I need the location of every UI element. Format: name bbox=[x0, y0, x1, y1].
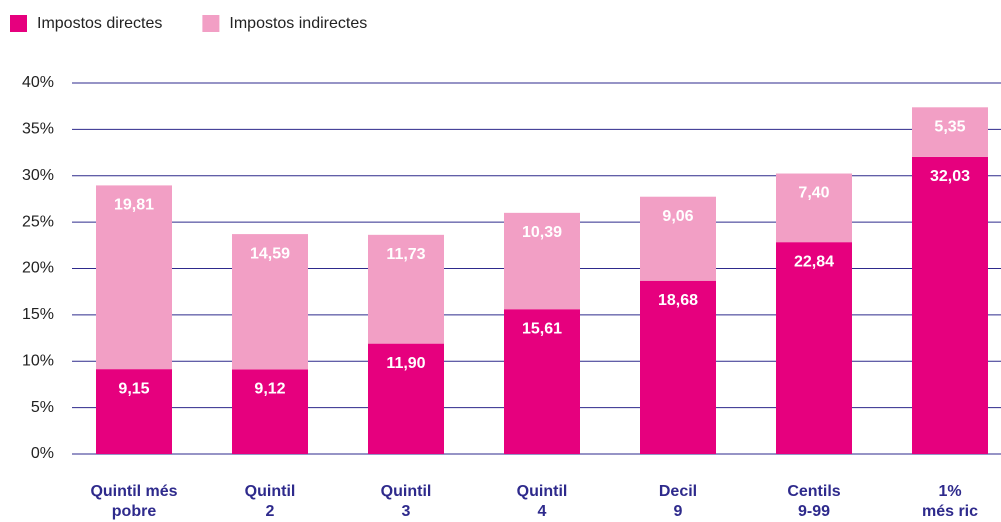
x-tick-label: Centils bbox=[787, 483, 840, 500]
x-tick-label: més ric bbox=[922, 503, 978, 520]
value-label: 9,06 bbox=[662, 208, 693, 225]
y-tick-label: 25% bbox=[22, 213, 54, 230]
legend-label: Impostos indirectes bbox=[229, 15, 367, 32]
legend-swatch bbox=[10, 15, 27, 32]
value-label: 9,15 bbox=[118, 380, 149, 397]
bar-segment bbox=[504, 309, 580, 454]
y-tick-label: 35% bbox=[22, 121, 54, 138]
x-tick-label: 4 bbox=[538, 503, 547, 520]
value-label: 15,61 bbox=[522, 320, 562, 337]
bar-segment bbox=[504, 212, 580, 310]
value-label: 5,35 bbox=[934, 119, 965, 136]
value-label: 10,39 bbox=[522, 224, 562, 241]
y-tick-label: 0% bbox=[31, 445, 54, 462]
bar-segment bbox=[96, 369, 172, 454]
x-tick-label: Decil bbox=[659, 483, 697, 500]
bar-segment bbox=[912, 107, 988, 157]
value-label: 11,73 bbox=[386, 246, 425, 263]
legend-swatch bbox=[202, 15, 220, 32]
value-label: 7,40 bbox=[798, 185, 829, 202]
bar-segment bbox=[776, 242, 852, 454]
value-label: 18,68 bbox=[658, 292, 698, 309]
value-label: 11,90 bbox=[386, 355, 425, 372]
bar-segment bbox=[96, 185, 172, 370]
y-tick-label: 15% bbox=[22, 306, 54, 323]
x-tick-label: Quintil més bbox=[90, 483, 177, 500]
bar-segment bbox=[232, 369, 308, 454]
bar-segment bbox=[912, 156, 988, 454]
x-tick-label: 9-99 bbox=[798, 503, 830, 520]
bar-segment bbox=[640, 196, 716, 281]
y-tick-label: 30% bbox=[22, 167, 54, 184]
value-label: 9,12 bbox=[254, 381, 285, 398]
y-tick-label: 10% bbox=[22, 352, 54, 369]
y-tick-label: 40% bbox=[22, 74, 54, 91]
value-label: 22,84 bbox=[794, 253, 834, 270]
x-tick-label: 9 bbox=[674, 503, 683, 520]
x-tick-label: Quintil bbox=[517, 483, 568, 500]
legend-label: Impostos directes bbox=[37, 15, 162, 32]
value-label: 32,03 bbox=[930, 168, 970, 185]
x-tick-label: 2 bbox=[266, 503, 275, 520]
y-tick-label: 20% bbox=[22, 260, 54, 277]
bar-segment bbox=[640, 280, 716, 454]
x-tick-label: 1% bbox=[938, 483, 961, 500]
bar-segment bbox=[776, 173, 852, 243]
value-label: 14,59 bbox=[250, 245, 290, 262]
bar-segment bbox=[368, 234, 444, 344]
value-label: 19,81 bbox=[114, 197, 154, 214]
x-tick-label: Quintil bbox=[381, 483, 432, 500]
x-tick-label: 3 bbox=[402, 503, 411, 520]
x-tick-label: pobre bbox=[112, 503, 157, 520]
y-tick-label: 5% bbox=[31, 399, 54, 416]
x-tick-label: Quintil bbox=[245, 483, 296, 500]
bar-segment bbox=[368, 343, 444, 454]
bar-segment bbox=[232, 234, 308, 370]
